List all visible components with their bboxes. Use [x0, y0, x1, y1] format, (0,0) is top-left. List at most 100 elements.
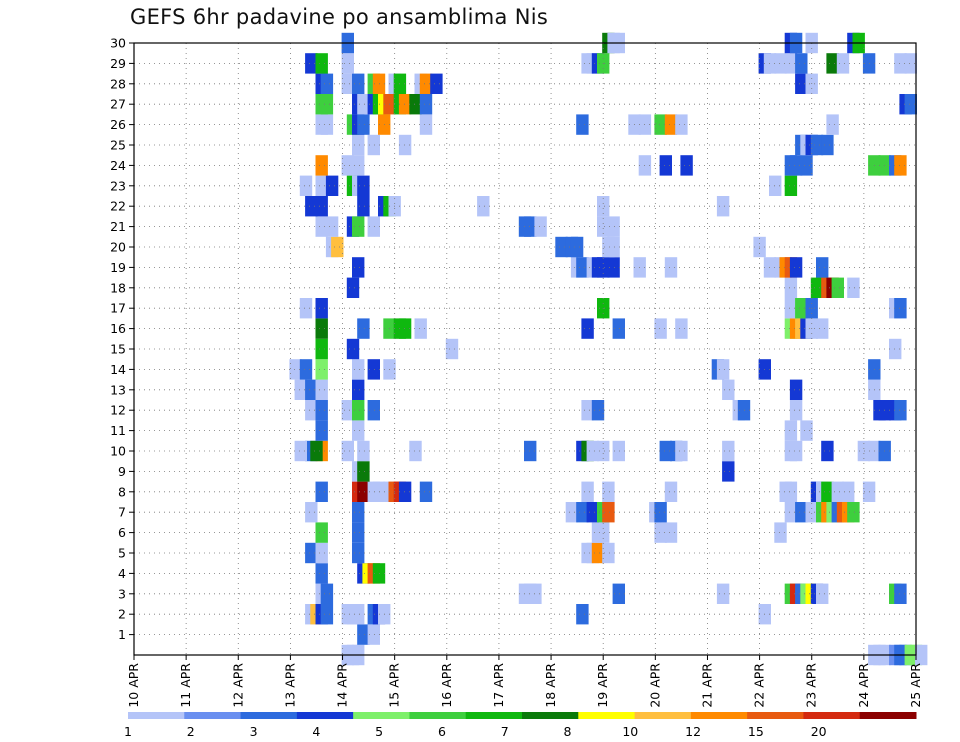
- heatmap-cell: [398, 481, 412, 502]
- y-tick-label: 18: [110, 280, 126, 295]
- heatmap-cell: [784, 420, 798, 441]
- x-tick-label: 25 APR: [908, 663, 923, 708]
- x-tick-label: 18 APR: [543, 663, 558, 708]
- heatmap-cell: [320, 73, 334, 94]
- heatmap-cell: [826, 114, 839, 135]
- heatmap-cell: [602, 542, 615, 564]
- heatmap-cell: [289, 359, 302, 380]
- heatmap-cell: [847, 277, 860, 298]
- y-tick-label: 27: [110, 97, 126, 112]
- y-tick-label: 25: [110, 138, 126, 153]
- heatmap-cell: [675, 318, 688, 339]
- heatmap-cell: [310, 440, 323, 462]
- heatmap-cell: [357, 624, 370, 645]
- y-tick-label: 26: [110, 117, 126, 132]
- heatmap-cell: [576, 604, 589, 625]
- colorbar-swatch: [578, 712, 636, 719]
- x-tick-label: 21 APR: [699, 663, 714, 708]
- x-tick-label: 24 APR: [856, 663, 871, 708]
- heatmap-cell: [597, 257, 610, 278]
- heatmap-cell: [586, 440, 599, 462]
- heatmap-cell: [769, 175, 782, 196]
- heatmap-cell: [305, 542, 318, 564]
- heatmap-cell: [352, 73, 365, 94]
- heatmap-cell: [341, 400, 354, 421]
- y-tick-label: 21: [110, 219, 126, 234]
- heatmap-cell: [675, 114, 688, 135]
- heatmap-cell: [357, 318, 370, 339]
- heatmap-cell: [419, 114, 433, 135]
- colorbar-swatch: [409, 712, 467, 719]
- colorbar-swatch: [296, 712, 354, 719]
- y-tick-label: 17: [110, 301, 126, 316]
- x-tick-label: 11 APR: [178, 663, 193, 708]
- heatmap-cell: [857, 440, 871, 462]
- heatmap-cell: [774, 522, 787, 543]
- x-tick-label: 23 APR: [804, 663, 819, 708]
- heatmap-cell: [294, 440, 307, 462]
- heatmap-cell: [524, 216, 537, 237]
- heatmap-cell: [320, 114, 334, 135]
- heatmap-cell: [367, 624, 380, 645]
- heatmap-cell: [591, 542, 605, 564]
- colorbar-swatch: [690, 712, 748, 719]
- heatmap-cell: [341, 155, 354, 176]
- heatmap-cell: [315, 379, 328, 400]
- colorbar-label: 15: [748, 724, 764, 739]
- heatmap-cell: [331, 236, 344, 258]
- heatmap-cell: [795, 298, 808, 319]
- heatmap-cell: [357, 440, 370, 462]
- heatmap-cell: [821, 440, 834, 462]
- y-tick-label: 22: [110, 199, 126, 214]
- y-tick-label: 30: [110, 36, 126, 51]
- heatmap-cell: [299, 359, 313, 380]
- colorbar-label: 7: [501, 724, 509, 739]
- heatmap-cell: [894, 298, 907, 319]
- y-tick-label: 24: [110, 158, 126, 173]
- heatmap-cell: [664, 522, 678, 543]
- heatmap-cell: [305, 196, 318, 217]
- heatmap-cell: [315, 216, 328, 237]
- colorbar-swatch: [747, 712, 804, 719]
- colorbar-swatch: [803, 712, 861, 719]
- x-tick-label: 17 APR: [491, 663, 506, 708]
- y-tick-label: 19: [110, 260, 126, 275]
- heatmap-cell: [904, 53, 917, 74]
- y-tick-label: 2: [118, 607, 126, 622]
- colorbar-swatch: [634, 712, 692, 719]
- colorbar-swatch: [859, 712, 917, 719]
- heatmap-cell: [664, 114, 678, 135]
- heatmap-cell: [414, 318, 427, 339]
- heatmap-cell: [654, 318, 667, 339]
- heatmap-cell: [445, 338, 459, 360]
- heatmap-cell: [315, 522, 328, 543]
- heatmap-cell: [607, 216, 620, 237]
- x-tick-label: 20 APR: [647, 663, 662, 708]
- heatmap-cell: [664, 257, 678, 278]
- heatmap-cell: [315, 196, 328, 217]
- heatmap-cell: [821, 134, 834, 156]
- heatmap-cell: [524, 440, 537, 462]
- x-tick-label: 10 APR: [126, 663, 141, 708]
- heatmap-cell: [784, 53, 798, 74]
- heatmap-cell: [305, 400, 318, 421]
- x-tick-label: 15 APR: [387, 663, 402, 708]
- y-tick-label: 4: [118, 566, 126, 581]
- heatmap-cell: [576, 114, 589, 135]
- heatmap-cell: [352, 400, 365, 421]
- heatmap-cell: [352, 216, 365, 237]
- heatmap-cell: [398, 134, 412, 156]
- y-tick-label: 8: [118, 484, 126, 499]
- heatmap-cell: [576, 502, 589, 523]
- heatmap-cell: [784, 502, 798, 523]
- heatmap-cell: [894, 53, 907, 74]
- heatmap-cell: [367, 359, 380, 380]
- heatmap-cell: [315, 298, 328, 319]
- heatmap-cell: [591, 400, 605, 421]
- heatmap-cell: [581, 481, 594, 502]
- heatmap-cell: [357, 461, 370, 482]
- heatmap-cell: [836, 53, 850, 74]
- heatmap-cell: [529, 583, 542, 604]
- heatmap-cell: [419, 481, 433, 502]
